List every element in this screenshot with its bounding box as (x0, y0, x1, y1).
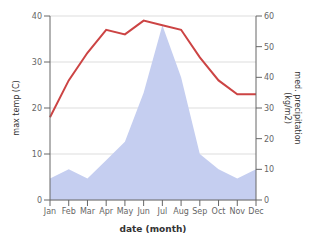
svg-text:Apr: Apr (99, 207, 114, 216)
svg-text:Aug: Aug (173, 207, 189, 216)
svg-text:50: 50 (264, 43, 274, 52)
svg-text:20: 20 (32, 104, 42, 113)
svg-text:med. precipitation(kg/m2): med. precipitation(kg/m2) (283, 71, 302, 144)
svg-text:40: 40 (264, 73, 274, 82)
svg-text:0: 0 (37, 196, 42, 205)
svg-text:40: 40 (32, 12, 42, 21)
svg-text:Jul: Jul (157, 207, 168, 216)
svg-text:max temp (C): max temp (C) (12, 80, 21, 135)
svg-text:Nov: Nov (229, 207, 245, 216)
svg-text:date (month): date (month) (120, 224, 187, 234)
svg-text:30: 30 (32, 58, 42, 67)
svg-text:May: May (117, 207, 134, 216)
svg-text:10: 10 (32, 150, 42, 159)
svg-text:Feb: Feb (62, 207, 76, 216)
svg-text:Oct: Oct (212, 207, 226, 216)
svg-text:Dec: Dec (248, 207, 263, 216)
svg-text:Sep: Sep (192, 207, 207, 216)
svg-text:Mar: Mar (80, 207, 96, 216)
svg-text:60: 60 (264, 12, 274, 21)
svg-text:20: 20 (264, 135, 274, 144)
svg-text:Jan: Jan (43, 207, 56, 216)
svg-text:Jun: Jun (136, 207, 150, 216)
svg-text:10: 10 (264, 165, 274, 174)
svg-text:30: 30 (264, 104, 274, 113)
svg-text:0: 0 (264, 196, 269, 205)
